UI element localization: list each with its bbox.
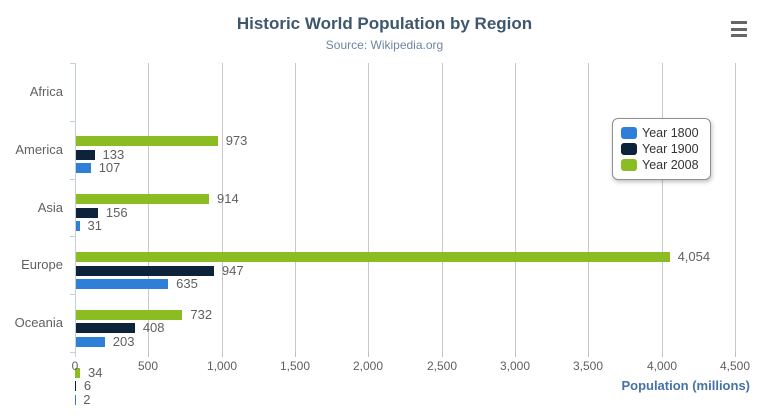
y-axis-tick [70, 236, 75, 237]
legend-label-year-1900: Year 1900 [642, 142, 699, 156]
bar-oceania-year-1900[interactable] [75, 381, 76, 391]
x-tick-label-4,000: 4,000 [646, 359, 678, 373]
legend: Year 1800 Year 1900 Year 2008 [612, 118, 711, 180]
data-label-europe-year-1800: 203 [112, 334, 135, 349]
data-label-america-year-2008: 914 [217, 191, 239, 206]
category-label-europe: Europe [21, 257, 63, 272]
bar-asia-year-1800[interactable] [75, 279, 169, 289]
category-label-africa: Africa [29, 84, 63, 99]
bar-oceania-year-2008[interactable] [75, 368, 80, 378]
x-tick-label-500: 500 [137, 359, 159, 373]
x-axis-tick [588, 352, 589, 357]
data-label-oceania-year-1800: 2 [83, 392, 91, 407]
data-label-africa-year-1900: 133 [102, 147, 125, 162]
gridline-3,500 [588, 63, 589, 352]
x-axis-tick [222, 352, 223, 357]
data-label-europe-year-1900: 408 [142, 320, 165, 335]
data-label-europe-year-2008: 732 [190, 307, 213, 322]
gridline-2,000 [368, 63, 369, 352]
data-label-oceania-year-2008: 34 [87, 365, 103, 380]
x-tick-label-1,500: 1,500 [279, 359, 311, 373]
y-axis-tick [70, 121, 75, 122]
x-axis-tick [295, 352, 296, 357]
legend-item-year-1900[interactable]: Year 1900 [621, 141, 702, 157]
gridline-4,000 [662, 63, 663, 352]
data-label-africa-year-1800: 107 [98, 160, 121, 175]
x-tick-label-0: 0 [71, 359, 79, 373]
category-label-oceania: Oceania [14, 315, 63, 330]
data-label-asia-year-2008: 4,054 [677, 249, 711, 264]
bar-america-year-2008[interactable] [75, 194, 210, 204]
bar-asia-year-1900[interactable] [75, 266, 214, 276]
bar-europe-year-1800[interactable] [75, 337, 105, 347]
hamburger-bar [731, 34, 747, 37]
legend-swatch-year-2008 [621, 159, 637, 171]
gridline-1,000 [222, 63, 223, 352]
category-label-america: America [15, 142, 63, 157]
y-axis-line [75, 63, 76, 357]
hamburger-menu-icon[interactable] [731, 20, 749, 38]
data-label-america-year-1800: 31 [87, 218, 102, 233]
plot-area: 973 133 107 914 156 31 4,054 947 635 732 408 203 34 6… [75, 63, 736, 406]
legend-item-year-1800[interactable]: Year 1800 [621, 125, 702, 141]
bar-africa-year-1900[interactable] [75, 150, 95, 160]
gridline-1,500 [295, 63, 296, 352]
y-axis-tick [70, 179, 75, 180]
x-tick-label-1,000: 1,000 [206, 359, 238, 373]
x-axis-tick [662, 352, 663, 357]
data-label-africa-year-2008: 973 [225, 133, 248, 148]
gridline-500 [148, 63, 149, 352]
legend-label-year-1800: Year 1800 [642, 126, 699, 140]
legend-item-year-2008[interactable]: Year 2008 [621, 157, 702, 173]
x-tick-label-2,000: 2,000 [352, 359, 384, 373]
chart-subtitle: Source: Wikipedia.org [325, 38, 444, 52]
bar-america-year-1900[interactable] [75, 208, 98, 218]
data-label-oceania-year-1900: 6 [83, 378, 92, 393]
data-label-asia-year-1800: 635 [176, 276, 198, 291]
x-tick-label-3,000: 3,000 [499, 359, 531, 373]
bar-africa-year-2008[interactable] [75, 136, 218, 146]
x-axis-tick [368, 352, 369, 357]
y-axis-tick [70, 63, 75, 64]
x-axis-tick [442, 352, 443, 357]
gridline-2,500 [442, 63, 443, 352]
legend-swatch-year-1900 [621, 143, 637, 155]
x-tick-label-4,500: 4,500 [719, 359, 751, 373]
bar-asia-year-2008[interactable] [75, 252, 670, 262]
y-axis-tick [70, 352, 75, 353]
x-axis-tick [735, 352, 736, 357]
hamburger-bar [731, 27, 747, 31]
gridline-3,000 [515, 63, 516, 352]
data-label-america-year-1900: 156 [105, 205, 128, 220]
chart-title: Historic World Population by Region [236, 14, 533, 33]
x-axis-tick [515, 352, 516, 357]
legend-label-year-2008: Year 2008 [642, 158, 699, 172]
hamburger-bar [731, 21, 747, 24]
y-axis-tick [70, 294, 75, 295]
bar-europe-year-1900[interactable] [75, 323, 135, 333]
bar-africa-year-1800[interactable] [75, 163, 91, 173]
x-tick-label-2,500: 2,500 [426, 359, 458, 373]
bar-america-year-1800[interactable] [75, 221, 80, 231]
category-label-asia: Asia [37, 200, 63, 215]
data-label-asia-year-1900: 947 [221, 263, 244, 278]
gridline-4,500 [735, 63, 736, 352]
x-tick-label-3,500: 3,500 [572, 359, 604, 373]
legend-swatch-year-1800 [621, 127, 637, 139]
x-axis-tick [148, 352, 149, 357]
x-axis-title: Population (millions) [621, 378, 750, 393]
bar-europe-year-2008[interactable] [75, 310, 183, 320]
